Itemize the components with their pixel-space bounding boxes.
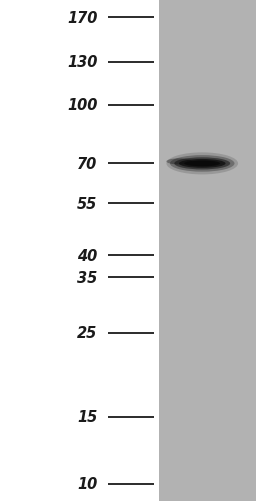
Text: 35: 35	[77, 271, 97, 286]
Text: 10: 10	[77, 476, 97, 491]
Text: 55: 55	[77, 196, 97, 211]
Text: 15: 15	[77, 409, 97, 424]
Bar	[159, 0, 256, 501]
Ellipse shape	[179, 160, 226, 168]
Ellipse shape	[166, 153, 238, 175]
Text: 100: 100	[67, 98, 97, 113]
Text: 170: 170	[67, 11, 97, 26]
Ellipse shape	[170, 156, 234, 172]
Text: 70: 70	[77, 157, 97, 171]
Text: 25: 25	[77, 326, 97, 341]
Ellipse shape	[166, 159, 192, 165]
Ellipse shape	[189, 162, 215, 166]
Ellipse shape	[184, 161, 220, 167]
Ellipse shape	[174, 158, 230, 170]
Text: 40: 40	[77, 248, 97, 264]
Text: 130: 130	[67, 55, 97, 70]
